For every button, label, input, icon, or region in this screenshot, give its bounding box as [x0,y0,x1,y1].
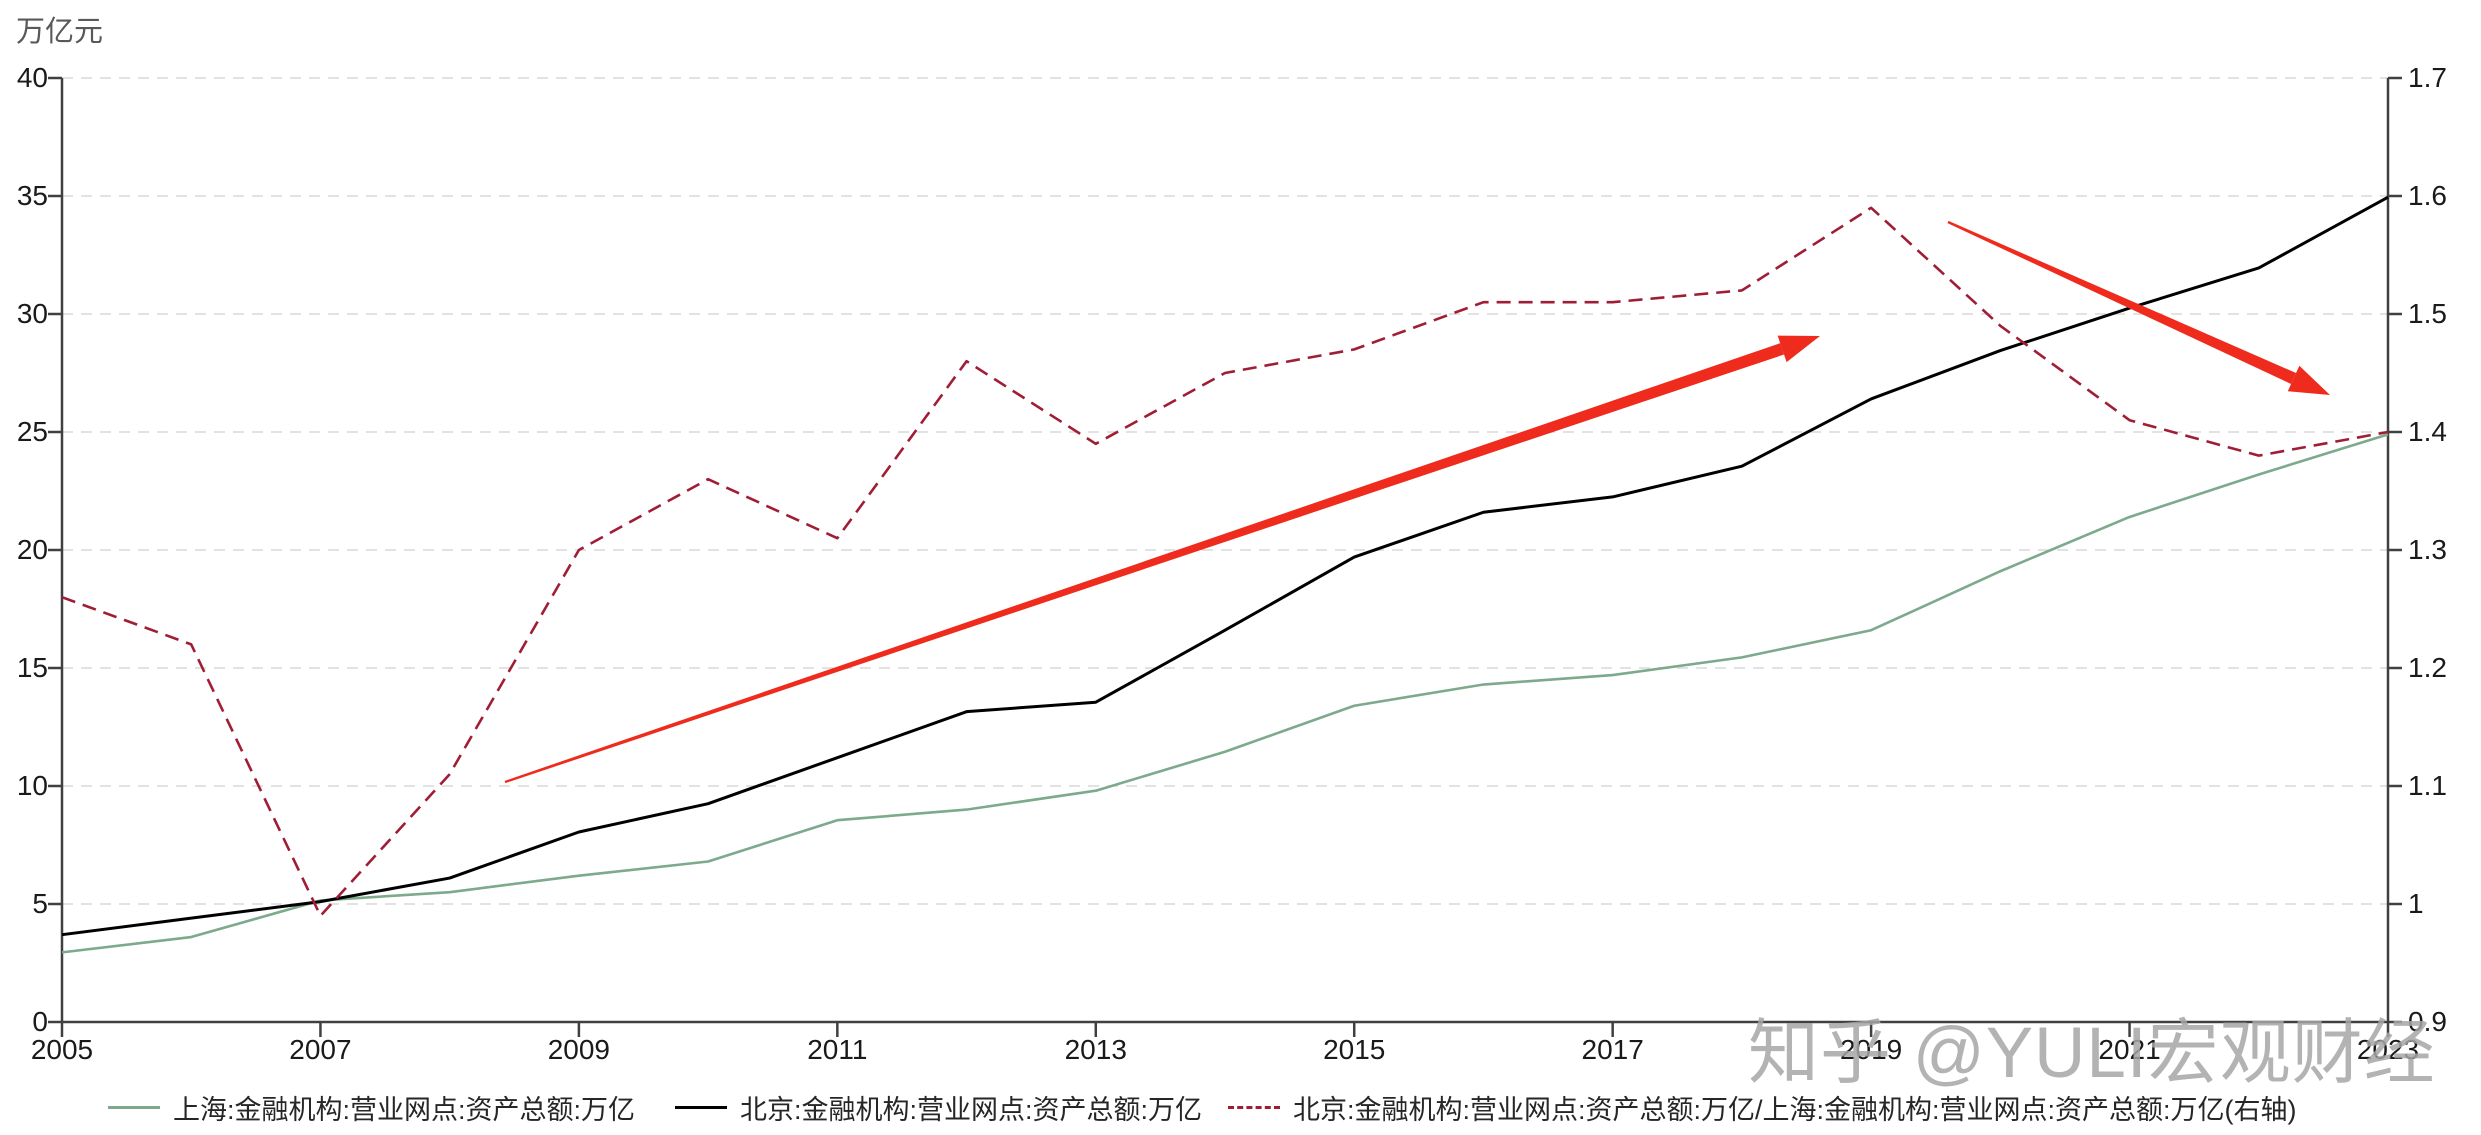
legend-entry-ratio: 北京:金融机构:营业网点:资产总额:万亿/上海:金融机构:营业网点:资产总额:万… [1228,1088,2297,1127]
left-axis-tick-label: 10 [16,770,48,801]
x-axis-tick-label: 2009 [547,1034,611,1065]
watermark: 知乎 @YULI宏观财经 [1748,1014,2436,1093]
right-axis-tick-label: 1.4 [2408,416,2447,447]
ratio-line-swatch-icon [1228,1106,1280,1109]
x-axis-tick-label: 2007 [289,1034,352,1065]
left-axis-tick-label: 0 [32,1006,48,1037]
trend-arrow-head-1 [2287,365,2330,395]
legend: 上海:金融机构:营业网点:资产总额:万亿 北京:金融机构:营业网点:资产总额:万… [0,1088,2481,1128]
legend-label-beijing: 北京:金融机构:营业网点:资产总额:万亿 [740,1095,1203,1125]
left-axis-tick-label: 25 [16,416,48,447]
series-line-1 [61,195,2389,937]
right-axis-tick-label: 1 [2408,888,2424,919]
right-axis-tick-label: 0.9 [2408,1006,2447,1037]
left-axis-tick-label: 40 [16,62,48,93]
shanghai-line-swatch-icon [108,1106,160,1109]
left-axis-tick-label: 30 [16,298,48,329]
left-axis-tick-label: 20 [16,534,48,565]
legend-entry-beijing: 北京:金融机构:营业网点:资产总额:万亿 [675,1088,1202,1127]
right-axis-tick-label: 1.2 [2408,652,2447,683]
right-axis-tick-label: 1.5 [2408,298,2447,329]
x-axis-tick-label: 2023 [2356,1034,2420,1065]
legend-entry-shanghai: 上海:金融机构:营业网点:资产总额:万亿 [108,1088,635,1127]
legend-label-shanghai: 上海:金融机构:营业网点:资产总额:万亿 [173,1095,636,1125]
right-axis-tick-label: 1.3 [2408,534,2447,565]
left-axis-title: 万亿元 [16,16,104,48]
legend-label-ratio: 北京:金融机构:营业网点:资产总额:万亿/上海:金融机构:营业网点:资产总额:万… [1293,1095,2297,1125]
beijing-line-swatch-icon [675,1106,727,1109]
left-axis-tick-label: 15 [16,652,48,683]
x-axis-tick-label: 2021 [2098,1034,2161,1065]
x-axis-tick-label: 2005 [30,1034,94,1065]
x-axis-tick-label: 2019 [1839,1034,1903,1065]
trend-arrow-shaft-0 [504,343,1785,784]
x-axis-tick-label: 2011 [807,1034,868,1065]
trend-arrow-shaft-1 [1947,220,2297,384]
left-axis-tick-label: 35 [16,180,48,211]
left-axis-tick-label: 5 [32,888,48,919]
right-axis-tick-label: 1.1 [2408,770,2447,801]
right-axis-tick-label: 1.6 [2408,180,2447,211]
x-axis-tick-label: 2017 [1581,1034,1644,1065]
x-axis-tick-label: 2013 [1064,1034,1127,1065]
x-axis-tick-label: 2015 [1323,1034,1386,1065]
series-line-2 [61,206,2389,918]
right-axis-tick-label: 1.7 [2408,62,2447,93]
series-line-0 [61,433,2389,954]
trend-arrow-head-0 [1777,335,1820,363]
